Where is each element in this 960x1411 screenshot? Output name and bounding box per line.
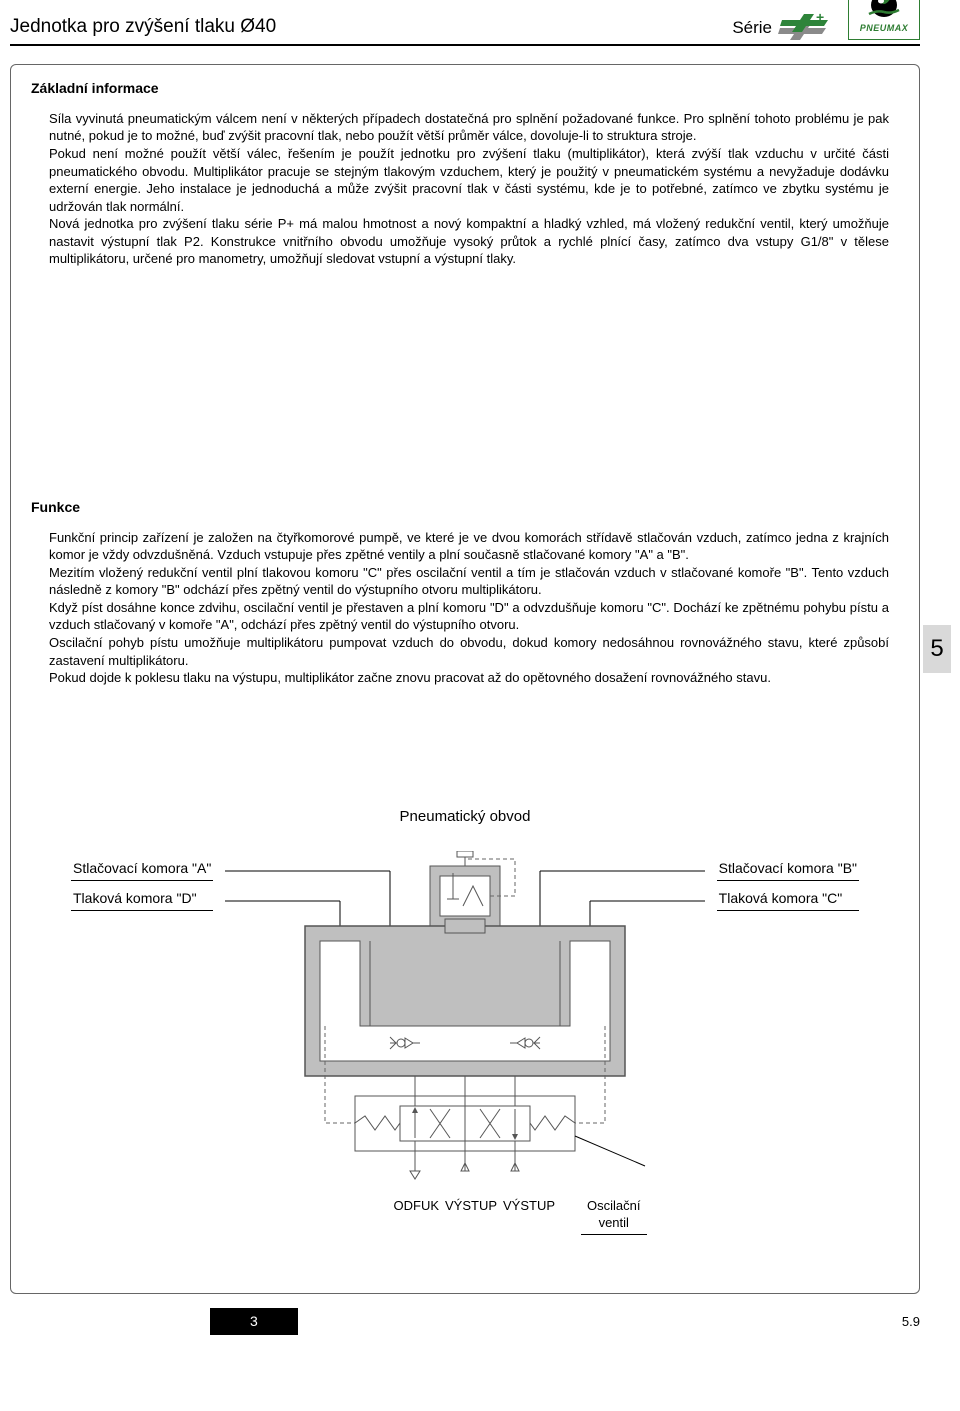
section2-p3: Když píst dosáhne konce zdvihu, oscilačn… — [49, 599, 889, 634]
section2-p4: Oscilační pohyb pístu umožňuje multiplik… — [49, 634, 889, 669]
svg-text:+: + — [816, 12, 824, 25]
section2-body: Funkční princip zařízení je založen na č… — [49, 529, 889, 687]
section2-p5: Pokud dojde k poklesu tlaku na výstupu, … — [49, 669, 889, 687]
section2-p2: Mezitím vložený redukční ventil plní tla… — [49, 564, 889, 599]
label-osc-valve: Oscilační ventil — [581, 1197, 646, 1235]
label-chamber-a: Stlačovací komora "A" — [71, 859, 213, 881]
page-header: Jednotka pro zvýšení tlaku Ø40 Série + P… — [10, 12, 920, 46]
label-vystup1: VÝSTUP — [445, 1197, 497, 1215]
section1-title: Základní informace — [31, 79, 899, 98]
label-chamber-b: Stlačovací komora "B" — [717, 859, 859, 881]
footer-page-black: 3 — [210, 1308, 298, 1335]
diagram-title: Pneumatický obvod — [31, 807, 899, 827]
label-vystup2: VÝSTUP — [503, 1197, 555, 1215]
series-label: Série — [732, 17, 772, 40]
pneumatic-diagram: Stlačovací komora "A" Tlaková komora "D"… — [31, 851, 899, 1191]
brand-name: PNEUMAX — [860, 22, 909, 34]
label-chamber-d: Tlaková komora "D" — [71, 889, 213, 911]
circuit-svg — [225, 851, 705, 1191]
brand-logo-icon — [867, 0, 901, 20]
chapter-tab: 5 — [923, 625, 951, 673]
brand-logo: PNEUMAX — [848, 0, 920, 40]
section1-p3: Nová jednotka pro zvýšení tlaku série P+… — [49, 215, 889, 268]
section2-title: Funkce — [31, 498, 899, 517]
page-footer: 3 5.9 — [10, 1308, 920, 1335]
footer-page-num: 5.9 — [902, 1313, 920, 1331]
section1-body: Síla vyvinutá pneumatickým válcem není v… — [49, 110, 889, 268]
header-title: Jednotka pro zvýšení tlaku Ø40 — [10, 14, 732, 40]
label-odfuk: ODFUK — [394, 1197, 440, 1215]
section1-p1: Síla vyvinutá pneumatickým válcem není v… — [49, 110, 889, 145]
section1-p2: Pokud není možné použít větší válec, řeš… — [49, 145, 889, 215]
diagram-bottom-labels: ODFUK VÝSTUP VÝSTUP Oscilační ventil — [31, 1197, 899, 1235]
label-chamber-c: Tlaková komora "C" — [717, 889, 859, 911]
content-box: 5 Základní informace Síla vyvinutá pneum… — [10, 64, 920, 1294]
series-logo-icon: + — [778, 12, 830, 40]
section2-p1: Funkční princip zařízení je založen na č… — [49, 529, 889, 564]
